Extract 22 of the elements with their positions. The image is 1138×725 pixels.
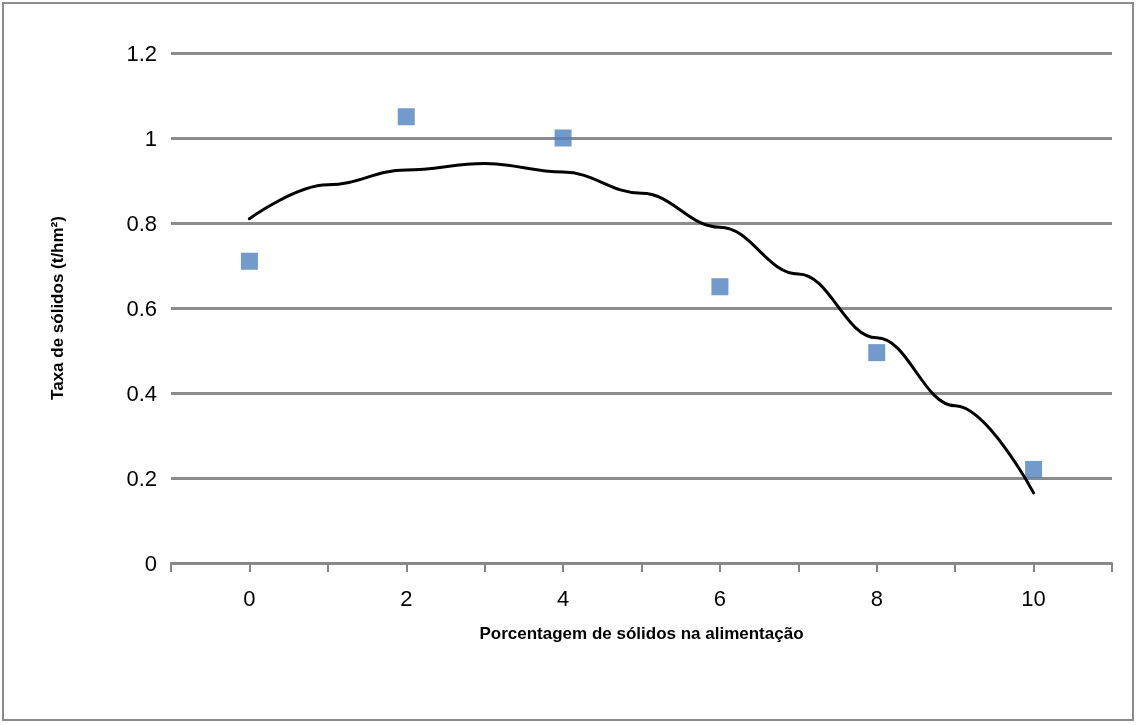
point xyxy=(240,252,258,270)
y-tick-label: 0.6 xyxy=(126,295,157,321)
point xyxy=(1025,461,1043,478)
x-tick-label: 2 xyxy=(400,585,413,611)
x-tick-label: 10 xyxy=(1021,585,1046,611)
point xyxy=(554,129,572,147)
line-series xyxy=(247,162,1036,495)
x-tick-label: 6 xyxy=(713,585,727,611)
point xyxy=(397,108,415,126)
x-tick-label: 8 xyxy=(870,585,883,611)
y-axis-title: Taxa de sólidos (t/hm²) xyxy=(48,216,67,400)
y-tick-label: 1.2 xyxy=(126,40,157,66)
y-tick-label: 1 xyxy=(144,125,157,151)
point xyxy=(711,278,729,296)
y-tick-label: 0 xyxy=(144,550,157,576)
y-tick-label: 0.2 xyxy=(126,465,157,491)
y-tick-label: 0.8 xyxy=(126,210,157,236)
x-axis-title: Porcentagem de sólidos na alimentação xyxy=(479,624,804,643)
point xyxy=(868,344,886,362)
x-tick-label: 4 xyxy=(556,585,570,611)
y-tick-label: 0.4 xyxy=(126,380,157,406)
x-tick-label: 0 xyxy=(243,585,256,611)
